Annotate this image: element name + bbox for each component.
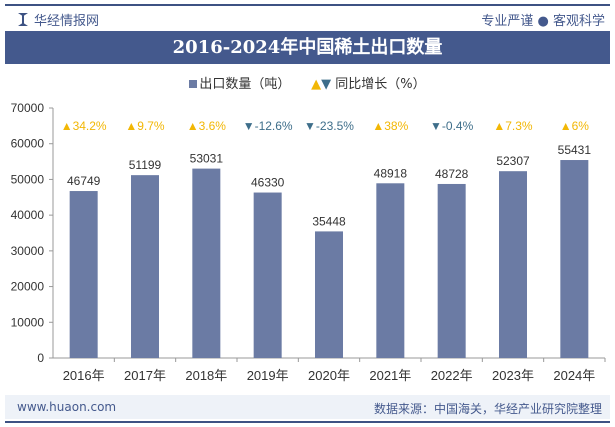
top-divider: [5, 4, 610, 6]
bar-value-label: 46330: [251, 176, 285, 190]
y-tick-label: 60000: [11, 137, 45, 151]
plot-area: 0 10000 20000 30000 40000 50000 60000 70000 4674…: [11, 101, 606, 383]
bar-value-label: 51199: [129, 158, 162, 172]
bar: [499, 171, 527, 358]
bar: [376, 183, 405, 358]
bar: [560, 160, 589, 358]
x-tick-label: 2023年: [492, 368, 534, 383]
y-tick-label: 0: [37, 351, 44, 365]
growth-label: ▼-12.6%: [243, 119, 293, 133]
down-triangle-icon: ▼: [321, 77, 332, 92]
growth-label: ▲9.7%: [125, 119, 165, 133]
x-tick-label: 2021年: [369, 368, 411, 383]
growth-label: ▲3.6%: [187, 119, 227, 133]
bar-value-label: 53031: [190, 152, 224, 166]
bar: [315, 231, 343, 358]
up-triangle-icon: ▲: [311, 77, 322, 92]
x-tick-label: 2018年: [185, 368, 227, 383]
bar: [131, 175, 159, 358]
y-tick-label: 10000: [11, 315, 45, 329]
x-tick-label: 2017年: [124, 368, 166, 383]
y-tick-label: 30000: [11, 244, 45, 258]
website: www.huaon.com: [17, 400, 117, 414]
growth-label: ▼-23.5%: [304, 119, 354, 133]
y-tick-label: 40000: [11, 208, 45, 222]
bar-legend-swatch: [189, 80, 198, 88]
growth-label: ▲6%: [560, 119, 590, 133]
footer: www.huaon.com 数据来源：中国海关，华经产业研究院整理: [5, 395, 610, 419]
x-tick-label: 2020年: [308, 368, 350, 383]
bar: [253, 192, 282, 358]
x-tick-label: 2016年: [63, 368, 105, 383]
chart-title: 2016-2024年中国稀土出口数量: [5, 31, 610, 64]
brand: 华经情报网: [18, 10, 99, 29]
bar-value-label: 46749: [67, 174, 101, 188]
y-tick-label: 50000: [11, 172, 45, 186]
bar: [192, 168, 221, 358]
bar-value-label: 48728: [435, 167, 469, 181]
bar: [437, 183, 466, 358]
x-tick-label: 2022年: [431, 368, 473, 383]
legend: 出口数量（吨） ▲▼ 同比增长（%）: [0, 73, 615, 92]
growth-legend-label: 同比增长（%）: [335, 77, 426, 92]
bar-value-label: 35448: [312, 214, 346, 228]
bar: [69, 191, 98, 358]
y-tick-label: 70000: [11, 101, 45, 115]
bar-value-label: 52307: [496, 154, 530, 168]
slogan: 专业严谨 ● 客观科学: [481, 14, 605, 29]
bar-legend-label: 出口数量（吨）: [199, 77, 291, 92]
growth-label: ▼-0.4%: [430, 119, 474, 133]
bar-value-label: 55431: [558, 143, 592, 157]
growth-label: ▲7.3%: [493, 119, 533, 133]
y-tick-label: 20000: [11, 280, 45, 294]
data-source: 数据来源：中国海关，华经产业研究院整理: [373, 402, 602, 416]
x-tick-label: 2024年: [553, 368, 595, 383]
growth-label: ▲34.2%: [61, 119, 107, 133]
growth-label: ▲38%: [372, 119, 408, 133]
logo-icon: [18, 13, 28, 26]
bottom-divider: [5, 421, 610, 423]
brand-name: 华经情报网: [34, 14, 100, 29]
bar-value-label: 48918: [374, 166, 408, 180]
x-tick-label: 2019年: [247, 368, 289, 383]
